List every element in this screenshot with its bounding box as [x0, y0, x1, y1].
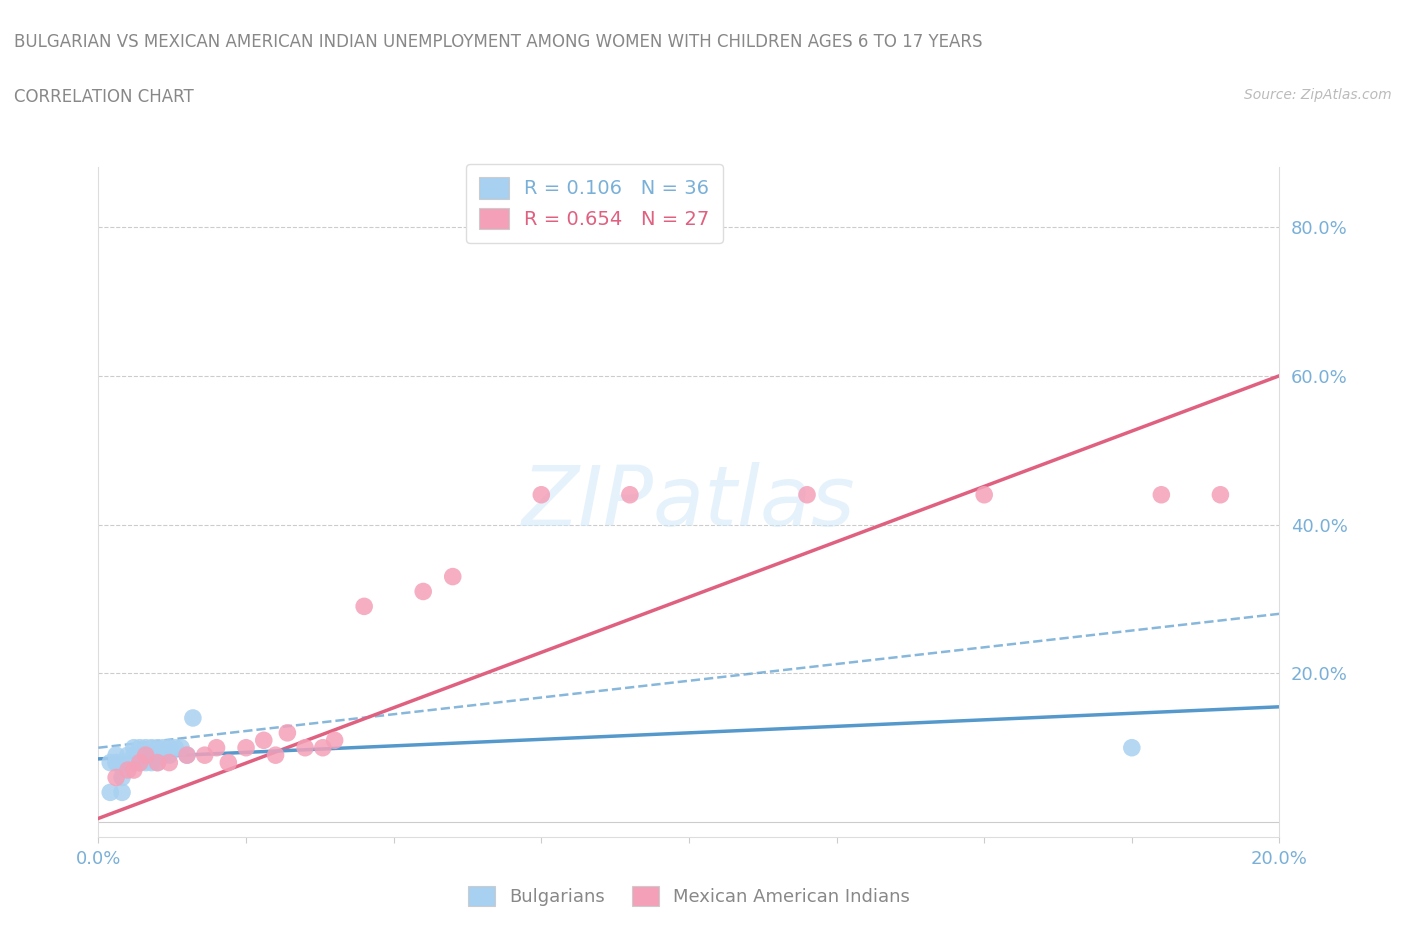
- Point: [205, 740, 228, 755]
- Point: [146, 755, 169, 770]
- Point: [105, 755, 128, 770]
- Point: [128, 755, 150, 770]
- Point: [122, 748, 145, 763]
- Point: [128, 755, 150, 770]
- Point: [176, 748, 198, 763]
- Point: [135, 755, 157, 770]
- Point: [152, 740, 174, 755]
- Point: [353, 599, 375, 614]
- Point: [181, 711, 204, 725]
- Point: [1209, 487, 1232, 502]
- Point: [111, 770, 134, 785]
- Point: [111, 755, 134, 770]
- Point: [111, 785, 134, 800]
- Point: [122, 763, 145, 777]
- Text: Source: ZipAtlas.com: Source: ZipAtlas.com: [1244, 88, 1392, 102]
- Point: [441, 569, 464, 584]
- Text: ZIPatlas: ZIPatlas: [522, 461, 856, 543]
- Point: [412, 584, 434, 599]
- Point: [117, 755, 139, 770]
- Text: BULGARIAN VS MEXICAN AMERICAN INDIAN UNEMPLOYMENT AMONG WOMEN WITH CHILDREN AGES: BULGARIAN VS MEXICAN AMERICAN INDIAN UNE…: [14, 33, 983, 50]
- Point: [176, 748, 198, 763]
- Point: [323, 733, 346, 748]
- Point: [117, 755, 139, 770]
- Point: [146, 740, 169, 755]
- Point: [122, 740, 145, 755]
- Point: [141, 740, 163, 755]
- Text: CORRELATION CHART: CORRELATION CHART: [14, 88, 194, 106]
- Point: [530, 487, 553, 502]
- Point: [152, 748, 174, 763]
- Legend: Bulgarians, Mexican American Indians: Bulgarians, Mexican American Indians: [458, 877, 920, 915]
- Point: [796, 487, 818, 502]
- Point: [165, 740, 187, 755]
- Point: [217, 755, 239, 770]
- Point: [117, 748, 139, 763]
- Point: [111, 755, 134, 770]
- Point: [235, 740, 257, 755]
- Point: [117, 763, 139, 777]
- Point: [294, 740, 316, 755]
- Point: [128, 755, 150, 770]
- Point: [98, 755, 121, 770]
- Point: [264, 748, 287, 763]
- Point: [253, 733, 276, 748]
- Point: [122, 755, 145, 770]
- Point: [1150, 487, 1173, 502]
- Point: [105, 755, 128, 770]
- Point: [135, 748, 157, 763]
- Point: [105, 748, 128, 763]
- Point: [146, 755, 169, 770]
- Point: [105, 770, 128, 785]
- Point: [619, 487, 641, 502]
- Point: [973, 487, 995, 502]
- Point: [135, 748, 157, 763]
- Point: [141, 755, 163, 770]
- Point: [276, 725, 298, 740]
- Point: [141, 748, 163, 763]
- Point: [135, 740, 157, 755]
- Point: [128, 740, 150, 755]
- Point: [157, 748, 180, 763]
- Point: [157, 755, 180, 770]
- Point: [157, 740, 180, 755]
- Point: [122, 755, 145, 770]
- Point: [312, 740, 335, 755]
- Point: [170, 740, 193, 755]
- Point: [1121, 740, 1143, 755]
- Point: [98, 785, 121, 800]
- Point: [194, 748, 217, 763]
